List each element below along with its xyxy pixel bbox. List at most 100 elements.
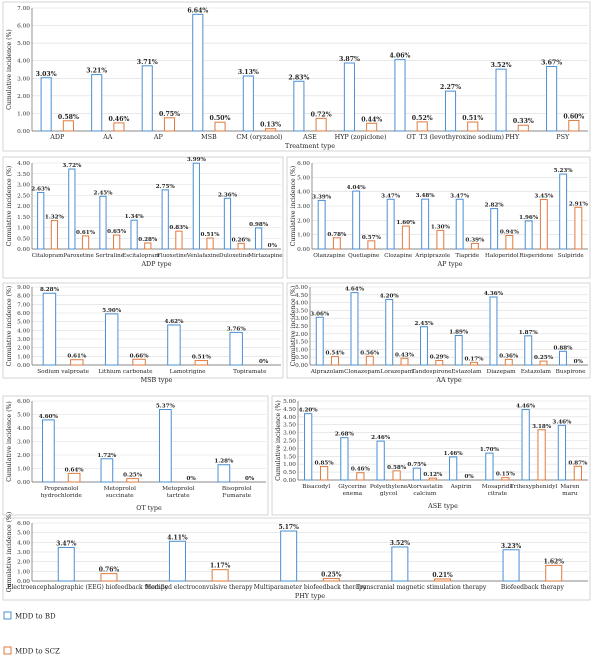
data-label: 2.91% — [569, 201, 589, 207]
data-label: 0.58% — [387, 465, 407, 471]
legend-swatch — [3, 611, 12, 620]
bar-bd-4 — [502, 549, 520, 582]
chart-panel-4: 0.00 0.50 1.001.50 2.00 2.50 3.00 3.504.00 4.50… — [286, 282, 591, 384]
y-tick-label: 8.00 — [17, 294, 30, 300]
bar-scz-1 — [81, 235, 90, 250]
data-label: 3.23% — [501, 543, 522, 550]
data-label: 0.43% — [395, 352, 415, 358]
data-label: 4.06% — [389, 53, 410, 60]
chart-panel-1: 0.00 0.50 1.00 1.50 2.00 2.50 3.00 3.50 4.00 Cumu… — [2, 156, 284, 279]
y-tick-label: 2.50 — [295, 324, 308, 330]
x-tick-label: ADP — [49, 133, 65, 141]
data-label: 0.44% — [361, 116, 382, 123]
bar-scz-0 — [100, 573, 118, 582]
bar-scz-0 — [70, 359, 84, 366]
data-label: 3.71% — [137, 59, 158, 66]
data-label: 2.82% — [485, 203, 505, 209]
x-tick-label: ASE — [302, 133, 317, 141]
y-tick-label: 3.50 — [295, 308, 308, 314]
chart-panel-6: 0.00 0.50 1.00 1.50 2.002.50 3.00 3.50 4.00 4.50… — [271, 395, 591, 516]
data-label: 0.26% — [232, 237, 252, 243]
chart-panel-5: 0.00 1.00 2.00 3.00 4.00 5.00 6.00 Cumulative i… — [2, 395, 269, 516]
bar-bd-1 — [168, 540, 186, 582]
y-tick-label: 3.50 — [17, 172, 30, 178]
y-tick-label: 0.50 — [283, 470, 296, 476]
data-label: 5.37% — [156, 404, 176, 410]
bar-bd-6 — [524, 335, 533, 366]
bar-bd-1 — [350, 292, 359, 366]
y-tick-label: 2.00 — [283, 446, 296, 452]
bar-bd-0 — [40, 77, 52, 132]
bar-scz-3 — [214, 121, 226, 132]
data-label: 4.04% — [347, 185, 367, 191]
data-label: 1.89% — [449, 330, 469, 336]
y-tick-label: 4.00 — [297, 190, 310, 196]
panel-frame — [2, 395, 269, 516]
y-tick-label: 1.00 — [283, 462, 296, 468]
data-label: 3.13% — [238, 69, 259, 76]
bar-scz-3 — [434, 578, 452, 582]
data-label: 0.25% — [123, 473, 143, 479]
y-tick-label: 6.00 — [17, 399, 30, 405]
y-axis-label: Cumulative incidence (%) — [6, 29, 13, 110]
data-label: 0.39% — [465, 237, 485, 243]
bar-scz-7 — [573, 465, 582, 481]
y-tick-label: 6.00 — [17, 311, 30, 317]
data-label: 4.64% — [345, 287, 365, 293]
bar-scz-2 — [194, 360, 209, 366]
bar-bd-3 — [412, 467, 422, 481]
data-label: 2.46% — [371, 435, 391, 441]
bar-bd-7 — [557, 424, 567, 481]
data-label: 0% — [245, 476, 255, 482]
x-tick-label: Estazolam — [451, 369, 482, 375]
legend: MDD to BD MDD to SCZ — [3, 611, 60, 656]
x-tick-label: Metoprolol succinate — [104, 486, 137, 499]
y-tick-label: 2.00 — [17, 560, 30, 566]
x-tick-label: Duloxetine — [219, 253, 250, 259]
data-label: 4.11% — [167, 534, 188, 541]
y-axis-label: Cumulative incidence (%) — [6, 166, 13, 247]
data-label: 8.28% — [40, 287, 60, 293]
y-tick-label: 2.00 — [297, 218, 310, 224]
data-label: 2.83% — [288, 74, 309, 81]
y-tick-label: 3.00 — [17, 440, 30, 446]
bar-bd-3 — [130, 219, 138, 250]
x-axis-label: Treatment type — [285, 142, 335, 150]
y-tick-label: 3.00 — [17, 337, 30, 343]
bar-scz-10 — [568, 119, 580, 132]
x-tick-label: OT — [406, 133, 416, 141]
data-label: 3.48% — [416, 193, 436, 199]
data-label: 0.25% — [321, 572, 342, 579]
data-label: 0.61% — [67, 354, 87, 360]
bar-scz-1 — [132, 358, 146, 366]
x-tick-label: Fluoxetine — [157, 253, 188, 259]
x-tick-label: Mirtazapine — [248, 253, 283, 259]
bar-scz-2 — [163, 117, 176, 132]
x-tick-label: Tiapride — [455, 253, 479, 259]
data-label: 3.47% — [450, 193, 470, 199]
y-tick-label: 2.00 — [17, 346, 30, 352]
bar-scz-4 — [470, 361, 478, 366]
bar-bd-5 — [293, 80, 305, 132]
y-tick-label: 1.00 — [17, 111, 30, 117]
data-label: 0.94% — [500, 230, 520, 236]
data-label: 2.63% — [31, 186, 51, 192]
data-label: 2.45% — [415, 321, 435, 327]
bar-bd-2 — [141, 65, 153, 132]
bar-bd-0 — [42, 419, 55, 483]
y-tick-label: 5.00 — [297, 175, 310, 181]
y-tick-label: 5.00 — [17, 531, 30, 537]
bar-scz-2 — [401, 225, 410, 250]
y-tick-label: 3.00 — [283, 431, 296, 437]
y-tick-label: 2.50 — [283, 439, 296, 445]
data-label: 3.76% — [227, 326, 247, 332]
x-tick-label: Haloperidol — [485, 253, 519, 259]
panel-frame — [286, 282, 591, 379]
bar-bd-0 — [42, 292, 57, 366]
data-label: 0.88% — [554, 345, 574, 351]
bar-scz-0 — [319, 466, 329, 481]
data-label: 1.70% — [480, 447, 500, 453]
data-label: 3.47% — [381, 193, 401, 199]
data-label: 0% — [268, 243, 278, 249]
